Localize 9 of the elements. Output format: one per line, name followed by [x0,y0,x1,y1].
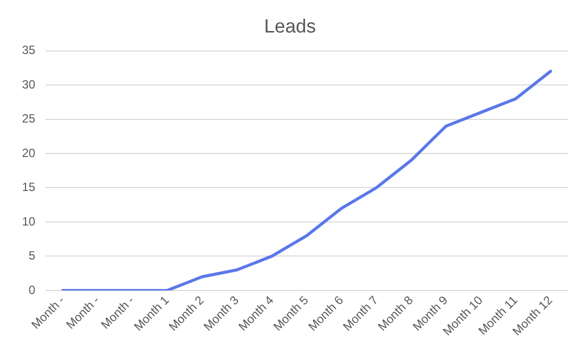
y-tick-label: 35 [22,43,36,58]
y-tick-label: 20 [22,146,36,160]
chart-title: Leads [264,16,316,38]
y-tick-label: 5 [28,248,36,263]
y-tick-label: 30 [22,77,36,92]
y-tick-label: 25 [22,112,36,126]
y-tick-label: 15 [22,180,36,194]
y-tick-label: 0 [28,282,36,297]
y-tick-label: 10 [22,214,36,228]
